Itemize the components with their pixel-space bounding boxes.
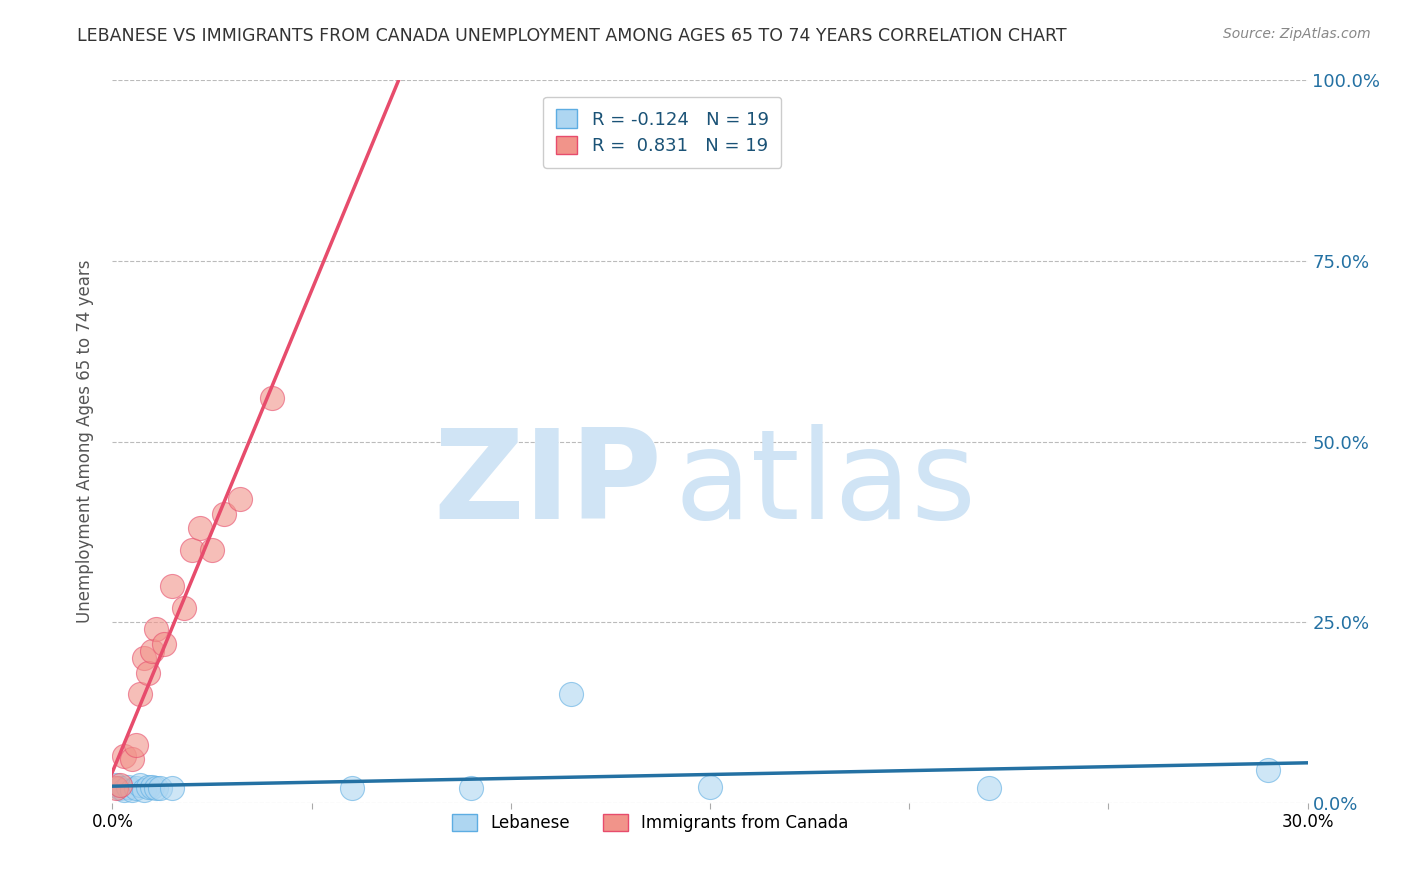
Point <box>149 781 172 796</box>
Point <box>1257 764 1279 778</box>
Point <box>460 781 482 796</box>
Point <box>977 781 1000 796</box>
Point <box>212 507 235 521</box>
Point <box>162 579 183 593</box>
Point <box>129 778 152 792</box>
Point <box>125 781 148 796</box>
Point <box>138 665 160 680</box>
Point <box>121 782 143 797</box>
Point <box>121 752 143 766</box>
Point <box>229 492 252 507</box>
Point <box>134 651 156 665</box>
Point <box>145 623 167 637</box>
Legend: Lebanese, Immigrants from Canada: Lebanese, Immigrants from Canada <box>439 800 862 845</box>
Text: LEBANESE VS IMMIGRANTS FROM CANADA UNEMPLOYMENT AMONG AGES 65 TO 74 YEARS CORREL: LEBANESE VS IMMIGRANTS FROM CANADA UNEMP… <box>77 27 1067 45</box>
Text: Source: ZipAtlas.com: Source: ZipAtlas.com <box>1223 27 1371 41</box>
Point <box>181 542 204 557</box>
Point <box>110 781 132 796</box>
Point <box>153 637 176 651</box>
Point <box>129 687 152 701</box>
Point <box>201 542 224 557</box>
Point <box>138 780 160 794</box>
Point <box>125 738 148 752</box>
Point <box>110 778 132 792</box>
Point <box>141 780 163 794</box>
Point <box>188 521 211 535</box>
Text: atlas: atlas <box>675 425 976 545</box>
Point <box>105 778 128 792</box>
Point <box>340 781 363 796</box>
Point <box>560 687 582 701</box>
Point <box>145 781 167 796</box>
Point <box>117 780 139 794</box>
Point <box>260 391 283 405</box>
Point <box>114 748 135 763</box>
Point <box>114 782 135 797</box>
Point <box>162 781 183 796</box>
Point <box>134 782 156 797</box>
Y-axis label: Unemployment Among Ages 65 to 74 years: Unemployment Among Ages 65 to 74 years <box>76 260 94 624</box>
Point <box>173 600 195 615</box>
Text: ZIP: ZIP <box>433 425 662 545</box>
Point <box>141 644 163 658</box>
Point <box>105 781 128 796</box>
Point <box>699 780 721 794</box>
